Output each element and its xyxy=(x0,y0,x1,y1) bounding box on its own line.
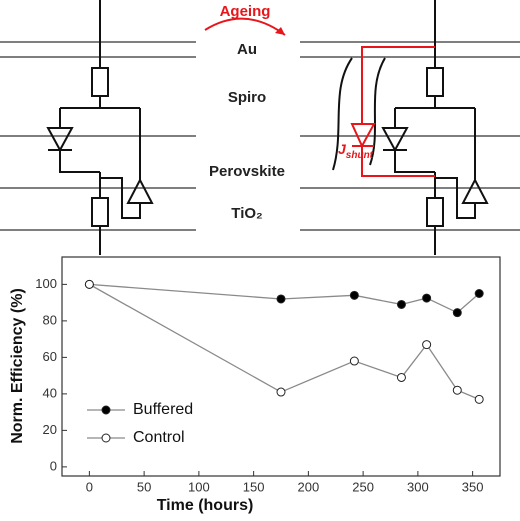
legend-label: Control xyxy=(133,429,185,446)
layer-label: Perovskite xyxy=(209,163,285,180)
degradation-path xyxy=(332,57,386,171)
y-tick-label: 80 xyxy=(43,312,57,327)
layer-lines xyxy=(0,41,520,231)
marker xyxy=(422,293,432,303)
shunt-subscript: shunt xyxy=(346,150,374,161)
x-tick-label: 300 xyxy=(407,479,429,494)
ageing-label: Ageing xyxy=(220,3,271,20)
legend-marker xyxy=(101,433,111,443)
x-tick-label: 0 xyxy=(86,479,93,494)
marker xyxy=(84,279,94,289)
legend-label: Buffered xyxy=(133,401,193,418)
shunt-path xyxy=(350,46,435,177)
x-tick-label: 200 xyxy=(298,479,320,494)
shunt-label: Jshunt xyxy=(338,141,374,161)
y-tick-label: 100 xyxy=(35,276,57,291)
marker xyxy=(474,289,484,298)
marker xyxy=(452,308,462,318)
marker xyxy=(276,294,286,304)
layer-label: Au xyxy=(237,41,257,58)
x-tick-label: 350 xyxy=(462,479,484,494)
x-tick-label: 50 xyxy=(137,479,151,494)
arrow-head xyxy=(275,27,285,35)
marker xyxy=(349,290,359,300)
x-tick-label: 150 xyxy=(243,479,265,494)
ageing-arrow xyxy=(204,17,286,36)
x-axis-label: Time (hours) xyxy=(157,497,254,514)
y-tick-label: 20 xyxy=(43,422,57,437)
layer-label: TiO₂ xyxy=(231,205,262,222)
plot-frame xyxy=(61,256,501,477)
circuit xyxy=(46,0,154,255)
marker xyxy=(396,372,406,382)
marker xyxy=(349,356,359,366)
legend-marker xyxy=(101,405,111,415)
marker xyxy=(474,394,484,404)
circuit-aged xyxy=(382,0,488,256)
x-tick-label: 100 xyxy=(188,479,210,494)
x-tick-label: 250 xyxy=(352,479,374,494)
y-axis-label: Norm. Efficiency (%) xyxy=(9,288,26,444)
marker xyxy=(396,299,406,309)
layer-label: Spiro xyxy=(228,89,266,106)
y-tick-label: 0 xyxy=(50,458,57,473)
marker xyxy=(452,385,462,395)
y-tick-label: 40 xyxy=(43,385,57,400)
marker xyxy=(276,387,286,397)
shunt-symbol: J xyxy=(338,141,347,157)
marker xyxy=(422,340,432,350)
y-tick-label: 60 xyxy=(43,349,57,364)
